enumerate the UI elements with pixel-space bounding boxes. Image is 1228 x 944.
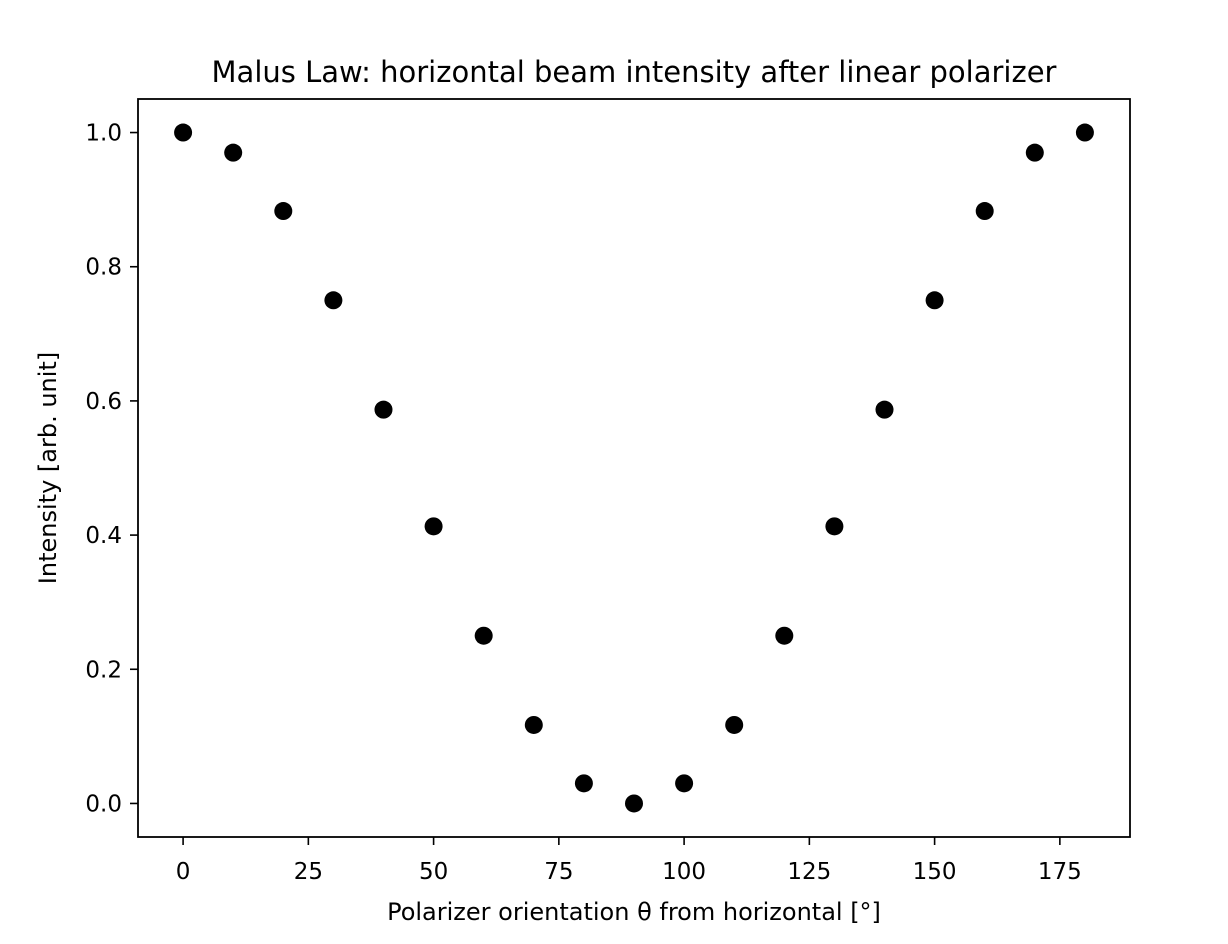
x-tick-label: 50 [419, 859, 448, 885]
data-point [775, 626, 794, 645]
data-point [725, 715, 744, 734]
x-tick-label: 75 [544, 859, 573, 885]
x-tick-label: 0 [176, 859, 191, 885]
data-point [875, 400, 894, 419]
x-tick-label: 175 [1038, 859, 1082, 885]
data-point [1075, 123, 1094, 142]
data-point [474, 626, 493, 645]
x-tick-label: 25 [294, 859, 323, 885]
data-point [925, 291, 944, 310]
data-point [975, 202, 994, 221]
y-tick-label: 0.4 [85, 523, 122, 549]
data-point [524, 715, 543, 734]
plot-frame [137, 98, 1131, 838]
y-tick-label: 0.2 [85, 657, 122, 683]
data-point [625, 794, 643, 813]
data-point [1025, 143, 1044, 162]
y-tick-label: 1.0 [85, 121, 122, 147]
data-point [274, 202, 293, 221]
chart-title: Malus Law: horizontal beam intensity aft… [212, 55, 1057, 89]
y-tick-label: 0.6 [85, 389, 122, 415]
x-axis: 0 25 50 75 100 125 150 175 [176, 837, 1082, 885]
x-tick-label: 125 [787, 859, 831, 885]
data-point [825, 517, 844, 536]
data-point [675, 774, 694, 793]
data-point [174, 123, 193, 142]
x-tick-label: 150 [913, 859, 957, 885]
y-axis: 0.0 0.2 0.4 0.6 0.8 1.0 [85, 121, 138, 817]
y-tick-label: 0.8 [85, 255, 122, 281]
x-axis-label: Polarizer orientation θ from horizontal … [387, 898, 881, 926]
x-tick-label: 100 [662, 859, 706, 885]
y-axis-label: Intensity [arb. unit] [34, 352, 62, 584]
data-point [424, 517, 443, 536]
data-points [174, 123, 1094, 813]
data-point [224, 143, 243, 162]
data-point [374, 400, 393, 419]
data-point [574, 774, 593, 793]
data-point [324, 291, 343, 310]
y-tick-label: 0.0 [85, 791, 122, 817]
